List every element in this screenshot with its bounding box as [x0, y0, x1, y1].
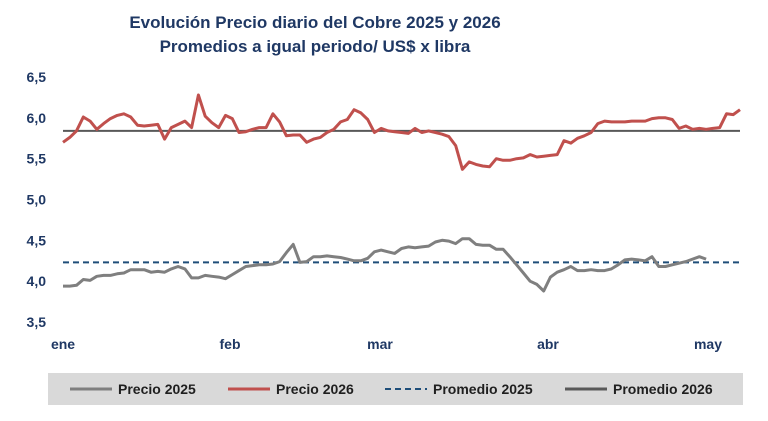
y-tick-label: 4,0	[27, 273, 47, 289]
x-tick-label: may	[694, 336, 722, 352]
chart-subtitle: Promedios a igual periodo/ US$ x libra	[160, 37, 471, 56]
x-axis: ene feb mar abr may	[51, 336, 722, 352]
y-tick-label: 5,0	[27, 192, 47, 208]
x-tick-label: ene	[51, 336, 75, 352]
legend-label-precio-2026: Precio 2026	[276, 381, 354, 397]
legend-label-promedio-2026: Promedio 2026	[613, 381, 713, 397]
y-tick-label: 5,5	[27, 151, 47, 167]
y-tick-label: 3,5	[27, 314, 47, 330]
x-tick-label: mar	[367, 336, 393, 352]
legend-label-promedio-2025: Promedio 2025	[433, 381, 533, 397]
x-tick-label: feb	[220, 336, 241, 352]
series-line-precio-2025	[63, 237, 707, 293]
chart-title: Evolución Precio diario del Cobre 2025 y…	[129, 13, 500, 32]
legend: Precio 2025 Precio 2026 Promedio 2025 Prome…	[70, 381, 713, 397]
legend-label-precio-2025: Precio 2025	[118, 381, 196, 397]
plot-area	[62, 93, 741, 293]
y-tick-label: 4,5	[27, 232, 47, 248]
series-line-precio-2026	[62, 93, 741, 171]
y-axis: 6,5 6,0 5,5 5,0 4,5 4,0 3,5	[27, 69, 47, 330]
y-tick-label: 6,5	[27, 69, 47, 85]
x-tick-label: abr	[537, 336, 559, 352]
y-tick-label: 6,0	[27, 110, 47, 126]
